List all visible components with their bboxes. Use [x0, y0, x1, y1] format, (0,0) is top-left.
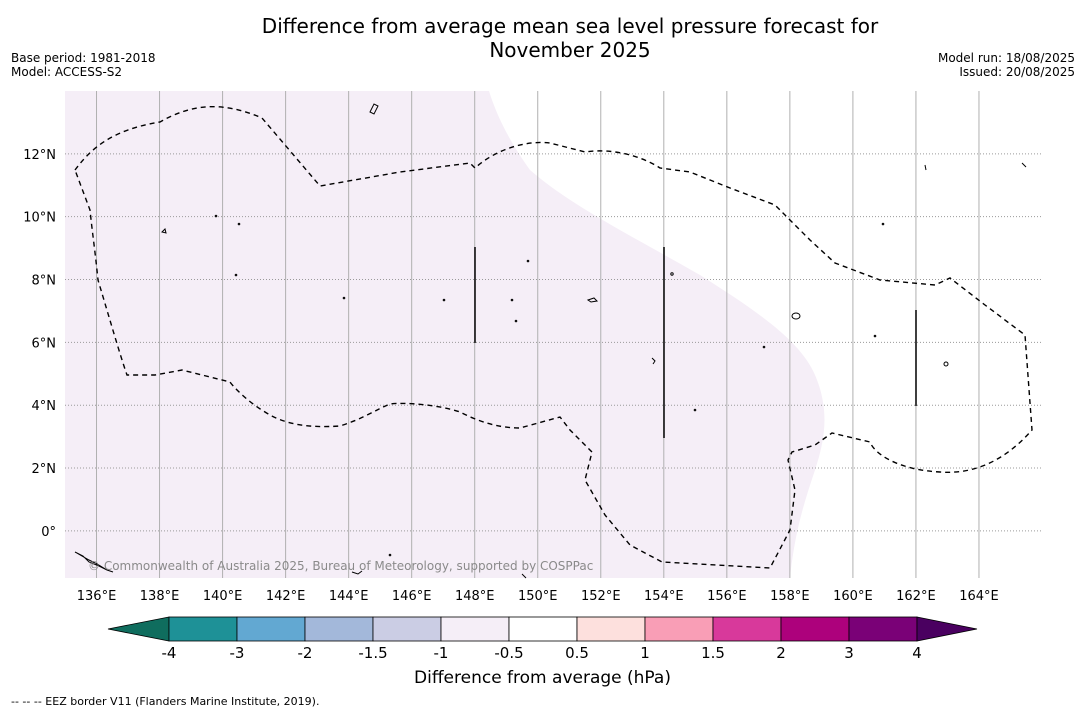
title-line-1: Difference from average mean sea level p…: [261, 14, 879, 38]
colorbar-segment: [236, 616, 306, 642]
colorbar-segment: [780, 616, 850, 642]
colorbar-segment: [168, 616, 238, 642]
colorbar-segment: [440, 616, 510, 642]
eez-footer-note: -- -- -- EEZ border V11 (Flanders Marine…: [11, 695, 320, 708]
colorbar-tick-label: -1.5: [358, 644, 387, 662]
latitude-tick-label: 10°N: [23, 211, 56, 226]
longitude-tick-label: 148°E: [455, 589, 495, 604]
longitude-tick-label: 142°E: [266, 589, 306, 604]
colorbar-tick-labels: -4 -3 -2 -1.5 -1 -0.5 0.5 1 1.5 2 3 4: [162, 644, 922, 662]
colorbar-segment: [576, 616, 646, 642]
longitude-tick-label: 138°E: [140, 589, 180, 604]
colorbar-tick-label: 1.5: [701, 644, 725, 662]
longitude-tick-label: 136°E: [77, 589, 117, 604]
anomaly-region: [65, 91, 825, 578]
longitude-tick-label: 162°E: [896, 589, 936, 604]
latitude-tick-label: 8°N: [32, 274, 57, 289]
colorbar-tick-label: 4: [912, 644, 922, 662]
longitude-tick-label: 158°E: [770, 589, 810, 604]
colorbar-title: Difference from average (hPa): [414, 668, 671, 688]
model-text: Model: ACCESS-S2: [11, 65, 123, 79]
longitude-tick-label: 146°E: [392, 589, 432, 604]
colorbar-low-extension: [107, 616, 170, 642]
colorbar-segment: [712, 616, 782, 642]
colorbar-segment: [508, 616, 578, 642]
base-period-info: Base period: 1981-2018 Model: ACCESS-S2: [11, 51, 156, 79]
longitude-tick-label: 160°E: [833, 589, 873, 604]
colorbar-tick-label: -4: [162, 644, 177, 662]
longitude-tick-label: 164°E: [959, 589, 999, 604]
longitude-tick-label: 150°E: [518, 589, 558, 604]
longitude-tick-label: 156°E: [707, 589, 747, 604]
model-run-text: Model run: 18/08/2025: [937, 51, 1075, 65]
longitude-tick-label: 152°E: [581, 589, 621, 604]
islands: [74, 103, 1027, 579]
colorbar-tick-label: 2: [776, 644, 786, 662]
latitude-tick-label: 6°N: [32, 336, 57, 351]
latitude-tick-label: 4°N: [32, 399, 57, 414]
colorbar-tick-label: -2: [298, 644, 313, 662]
map-title: Difference from average mean sea level p…: [220, 14, 920, 62]
colorbar-tick-label: -1: [434, 644, 449, 662]
issued-text: Issued: 20/08/2025: [959, 65, 1075, 79]
latitude-tick-label: 12°N: [23, 148, 56, 163]
longitude-labels: 136°E 138°E 140°E 142°E 144°E 146°E 148°E 150°E…: [77, 589, 999, 604]
colorbar-segment: [372, 616, 442, 642]
colorbar-segment: [644, 616, 714, 642]
latitude-tick-label: 0°: [41, 525, 56, 540]
longitude-tick-label: 154°E: [644, 589, 684, 604]
base-period-text: Base period: 1981-2018: [11, 51, 156, 65]
longitude-tick-label: 144°E: [329, 589, 369, 604]
colorbar-tick-label: -0.5: [494, 644, 523, 662]
colorbar-tick-label: 0.5: [565, 644, 589, 662]
title-line-2: November 2025: [489, 38, 651, 62]
colorbar-tick-label: -3: [230, 644, 245, 662]
latitude-labels: 12°N 10°N 8°N 6°N 4°N 2°N 0°: [23, 148, 56, 540]
colorbar: [107, 616, 978, 642]
colorbar-segment: [848, 616, 918, 642]
model-run-info: Model run: 18/08/2025 Issued: 20/08/2025: [938, 51, 1075, 79]
copyright-text: © Commonwealth of Australia 2025, Bureau…: [88, 559, 593, 573]
colorbar-tick-label: 1: [640, 644, 650, 662]
colorbar-tick-label: 3: [844, 644, 854, 662]
longitude-tick-label: 140°E: [203, 589, 243, 604]
gridlines: [65, 91, 1042, 578]
colorbar-segment: [304, 616, 374, 642]
colorbar-high-extension: [916, 616, 978, 642]
latitude-tick-label: 2°N: [32, 462, 57, 477]
